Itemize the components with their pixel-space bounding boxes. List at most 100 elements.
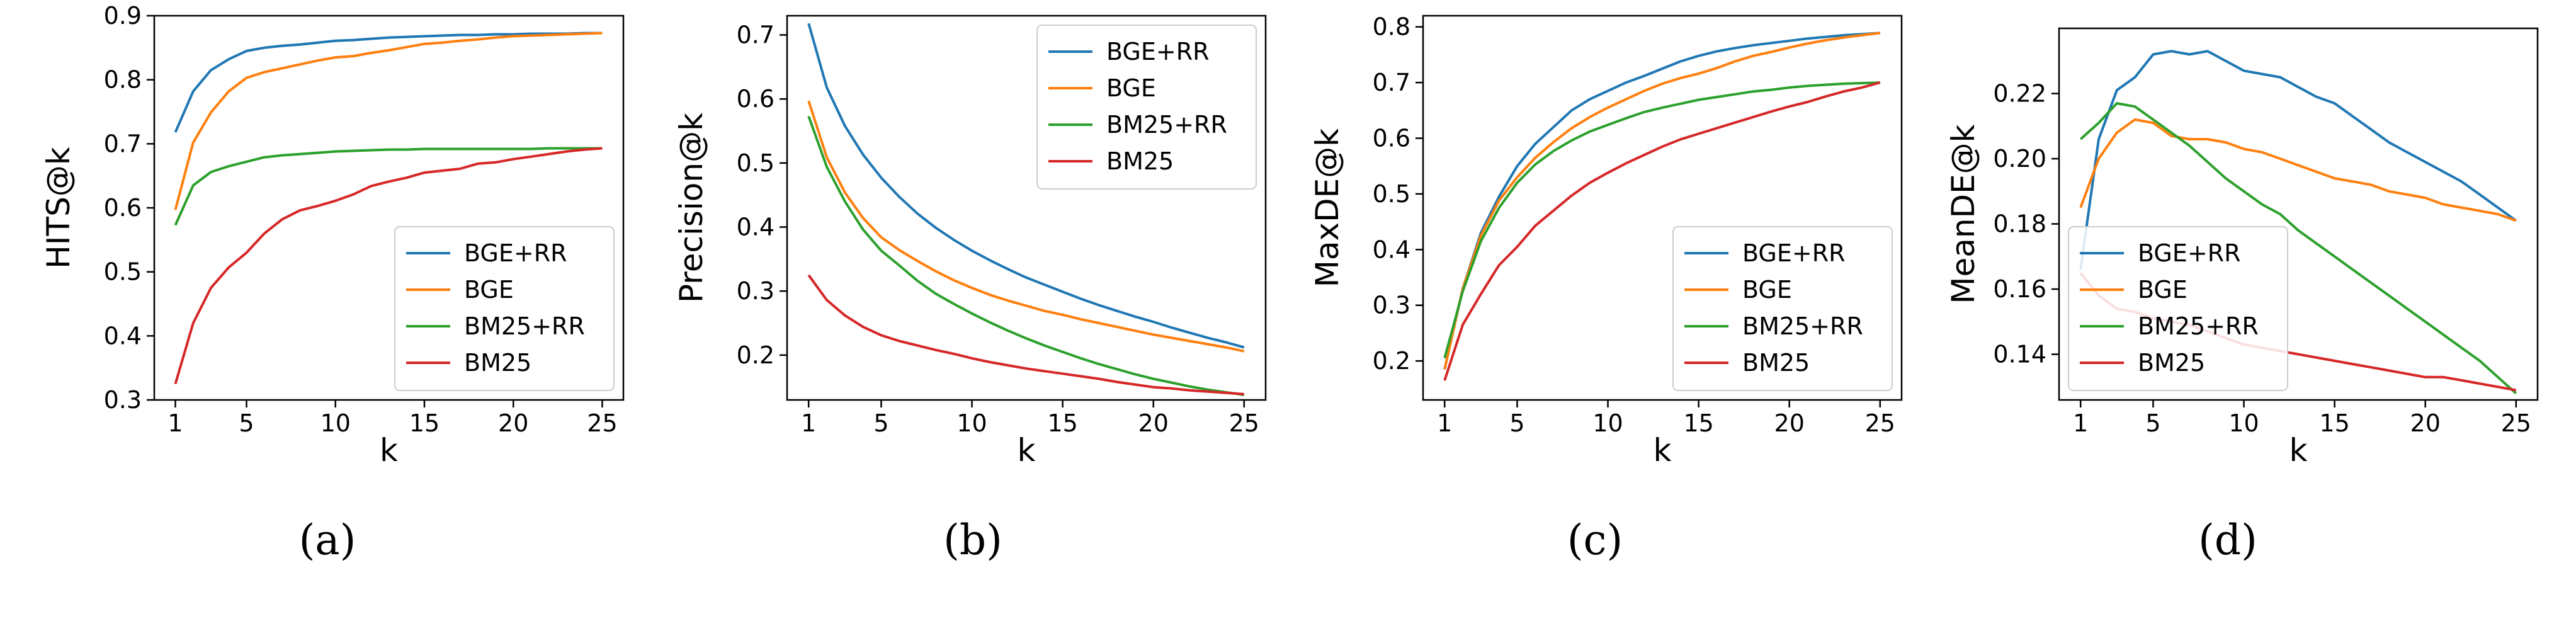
series-line-bge-plus-rr [174, 31, 603, 133]
panel-caption: (c) [1567, 516, 1623, 564]
x-tick-label: 1 [167, 409, 183, 437]
y-tick-label: 0.20 [1993, 145, 2046, 173]
panel-caption: (a) [299, 516, 356, 564]
x-tick-label: 25 [2501, 409, 2531, 437]
y-tick-label: 0.7 [737, 21, 775, 49]
legend-box [1672, 226, 1893, 391]
x-tick-label: 15 [1047, 409, 1077, 437]
legend-label: BM25 [464, 349, 531, 377]
series-line-bge-plus-rr [2079, 50, 2517, 270]
x-tick-label: 10 [1592, 409, 1623, 437]
x-tick-label: 10 [321, 409, 351, 437]
y-tick-label: 0.3 [1373, 292, 1410, 319]
y-tick-label: 0.5 [737, 149, 775, 177]
plot-frame [786, 14, 1267, 401]
x-tick-label: 5 [1509, 409, 1524, 437]
x-tick-label: 5 [2145, 409, 2160, 437]
y-tick-label: 0.6 [1373, 124, 1410, 152]
y-tick-label: 0.7 [104, 130, 142, 157]
x-tick-label: 10 [956, 409, 987, 437]
x-tick-label: 25 [1865, 409, 1895, 437]
x-axis-label: k [2289, 432, 2308, 469]
plot-frame [2058, 27, 2539, 401]
legend-box [2068, 226, 2288, 391]
legend-label: BGE [1742, 276, 1792, 304]
series-line-bge [2079, 118, 2517, 222]
y-tick-label: 0.4 [104, 322, 142, 350]
y-tick-label: 0.2 [737, 341, 775, 369]
x-tick-label: 15 [1683, 409, 1713, 437]
y-tick-label: 0.2 [1373, 347, 1410, 375]
series-line-bm25 [807, 274, 1244, 396]
x-tick-label: 1 [801, 409, 816, 437]
series-line-bge-plus-rr [807, 23, 1245, 349]
y-tick-label: 0.4 [1373, 236, 1410, 263]
x-axis-label: k [380, 432, 398, 469]
legend: BGE+RR BGE BM25+RR BM25 [2068, 226, 2288, 391]
y-tick-label: 0.5 [1373, 180, 1410, 208]
y-tick-label: 0.16 [1993, 275, 2046, 303]
y-tick-label: 0.8 [104, 66, 142, 94]
y-tick-label: 0.3 [104, 386, 142, 414]
legend-label: BM25+RR [1742, 312, 1863, 340]
series-line-bge [807, 100, 1245, 353]
y-tick-label: 0.14 [1993, 341, 2046, 368]
plot-frame [1422, 14, 1903, 401]
x-tick-label: 5 [873, 409, 888, 437]
legend: BGE+RR BGE BM25+RR BM25 [394, 226, 615, 391]
x-tick-label: 25 [587, 409, 617, 437]
legend-label: BM25+RR [1106, 111, 1227, 139]
panel-caption: (d) [2198, 516, 2257, 564]
series-line-bm25 [174, 147, 603, 385]
y-tick-label: 0.18 [1993, 210, 2046, 238]
x-tick-label: 20 [2410, 409, 2441, 437]
legend-label: BGE+RR [1742, 239, 1846, 267]
y-tick-label: 0.4 [737, 214, 775, 241]
legend: BGE+RR BGE BM25+RR BM25 [1672, 226, 1893, 391]
legend-label: BM25 [1742, 349, 1810, 377]
series-line-bm25-plus-rr [174, 147, 603, 226]
legend-label: BGE [1106, 74, 1156, 102]
legend-box [1036, 25, 1257, 190]
series-line-bm25-plus-rr [807, 115, 1245, 396]
legend: BGE+RR BGE BM25+RR BM25 [1036, 25, 1257, 190]
legend-label: BM25 [2138, 349, 2205, 377]
x-axis-label: k [1654, 432, 1672, 469]
x-tick-label: 25 [1229, 409, 1259, 437]
x-tick-label: 15 [409, 409, 440, 437]
series-line-bge [174, 31, 603, 210]
legend-label: BGE [464, 276, 514, 304]
x-tick-label: 5 [239, 409, 254, 437]
chart-panel-b: 1 5 10 15 20 250.20.30.40.50.60.7kPrecision@k… [673, 14, 1267, 564]
x-tick-label: 15 [2319, 409, 2349, 437]
x-tick-label: 1 [2073, 409, 2088, 437]
legend-label: BGE [2138, 276, 2187, 304]
x-tick-label: 20 [1138, 409, 1169, 437]
y-axis-label: MaxDE@k [1309, 128, 1346, 287]
y-tick-label: 0.5 [104, 258, 142, 286]
x-tick-label: 10 [2228, 409, 2259, 437]
y-tick-label: 0.8 [1373, 13, 1410, 41]
y-axis-label: Precision@k [673, 113, 710, 303]
y-tick-label: 0.9 [104, 2, 142, 30]
x-tick-label: 20 [1774, 409, 1805, 437]
legend-label: BGE+RR [464, 239, 567, 267]
legend-label: BM25+RR [464, 312, 585, 340]
y-tick-label: 0.6 [104, 194, 142, 222]
y-axis-label: MeanDE@k [1945, 124, 1982, 304]
x-tick-label: 1 [1437, 409, 1452, 437]
y-axis-label: HITS@k [40, 147, 77, 269]
legend-label: BGE+RR [1106, 38, 1210, 66]
series-line-bm25-plus-rr [1443, 81, 1880, 359]
legend-box [394, 226, 615, 391]
panel-caption: (b) [943, 516, 1002, 564]
y-tick-label: 0.6 [737, 85, 775, 113]
x-axis-label: k [1018, 432, 1036, 469]
series-line-bm25 [1443, 81, 1881, 381]
legend-label: BM25+RR [2138, 312, 2259, 340]
x-tick-label: 20 [498, 409, 528, 437]
